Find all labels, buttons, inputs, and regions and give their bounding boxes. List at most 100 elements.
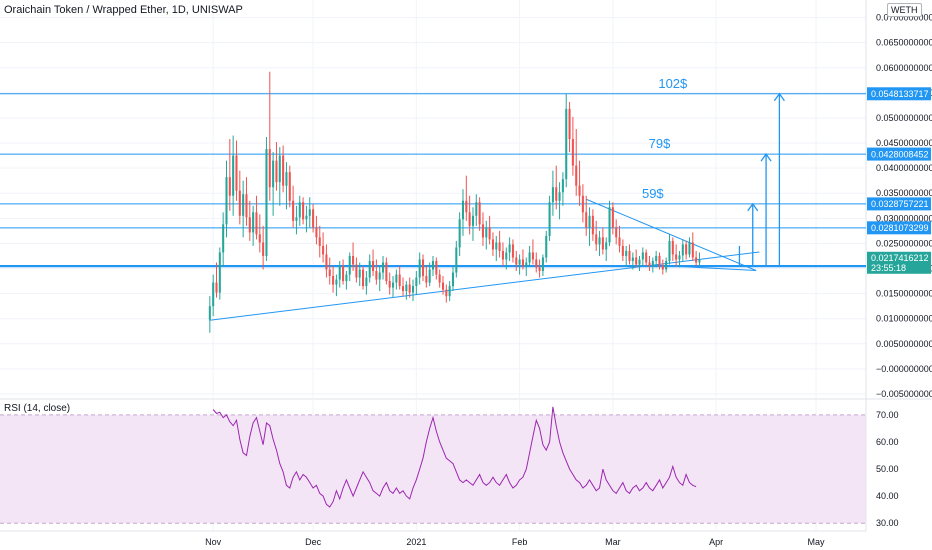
candle-body — [498, 242, 501, 251]
candle-body — [365, 277, 368, 287]
level-price-label-bg — [867, 87, 931, 101]
candle-body — [515, 257, 518, 265]
candle-body — [668, 240, 671, 261]
price-tick-label: 0.0150000000 — [876, 289, 932, 299]
candle-body — [398, 274, 401, 287]
candle-body — [212, 282, 215, 307]
candle-body — [475, 202, 478, 216]
candle-body — [541, 257, 544, 272]
candle-body — [488, 227, 491, 240]
candle-body — [528, 252, 531, 263]
candle-body — [322, 245, 325, 255]
candle-body — [685, 244, 688, 255]
candle-body — [615, 227, 618, 238]
candle-body — [258, 234, 261, 243]
price-tick-label: 0.0400000000 — [876, 163, 932, 173]
candle-body — [595, 234, 598, 245]
candle-body — [275, 160, 278, 183]
candle-body — [531, 252, 534, 260]
candle-body — [578, 185, 581, 196]
candle-body — [588, 215, 591, 228]
time-tick-label: May — [808, 537, 826, 547]
candle-body — [378, 272, 381, 280]
candle-body — [495, 242, 498, 250]
price-tick-label: 0.0450000000 — [876, 138, 932, 148]
candle-body — [591, 215, 594, 235]
candle-body — [688, 242, 691, 255]
candle-body — [401, 286, 405, 292]
price-tick-label: −0.0050000000 — [876, 389, 932, 399]
candle-body — [458, 219, 461, 248]
candle-body — [368, 260, 371, 278]
candle-body — [425, 276, 428, 283]
time-tick-label: Apr — [709, 537, 723, 547]
trendline — [209, 251, 760, 321]
candle-body — [621, 245, 624, 256]
candle-body — [388, 281, 391, 288]
candle-body — [631, 257, 634, 261]
candle-body — [478, 202, 481, 225]
candle-body — [551, 187, 554, 203]
candle-body — [268, 149, 271, 188]
candle-body — [225, 177, 228, 225]
candle-body — [445, 289, 448, 297]
current-price-label: 0.0217416212 — [871, 253, 929, 263]
candle-body — [415, 277, 418, 287]
price-tick-label: 0.0600000000 — [876, 63, 932, 73]
candle-body — [561, 179, 564, 193]
candle-body — [312, 209, 315, 228]
candle-body — [465, 200, 468, 213]
trendline — [669, 265, 757, 272]
candle-body — [428, 269, 431, 283]
candle-body — [518, 259, 521, 265]
level-price-label-bg — [867, 147, 931, 161]
candle-body — [348, 255, 351, 275]
candle-body — [505, 252, 508, 260]
candle-body — [242, 194, 245, 216]
countdown-label: 23:55:18 — [871, 263, 906, 273]
candle-body — [671, 240, 674, 255]
candle-body — [565, 108, 568, 180]
candle-body — [545, 235, 548, 258]
level-price-label-bg — [867, 197, 931, 211]
rsi-tick-label: 70.00 — [876, 410, 899, 420]
quote-currency-badge[interactable]: WETH — [887, 3, 922, 17]
candle-body — [352, 255, 355, 265]
candle-body — [625, 250, 628, 256]
level-price-label: 0.0328757221 — [871, 199, 929, 209]
candle-body — [338, 266, 341, 280]
candle-body — [342, 266, 345, 282]
candle-body — [292, 200, 295, 221]
candle-body — [325, 254, 328, 270]
candle-body — [651, 260, 654, 267]
price-tick-label: 0.0300000000 — [876, 213, 932, 223]
candle-body — [245, 194, 248, 218]
candle-body — [585, 212, 588, 228]
candle-body — [262, 242, 265, 256]
candle-body — [641, 252, 644, 260]
candle-body — [665, 260, 668, 270]
candle-body — [265, 149, 268, 256]
candle-body — [628, 250, 631, 261]
candle-body — [278, 155, 281, 183]
candle-body — [228, 177, 231, 196]
candle-body — [618, 237, 621, 246]
candle-body — [555, 187, 558, 201]
rsi-title: RSI (14, close) — [4, 403, 71, 414]
candle-body — [601, 237, 604, 250]
candle-body — [468, 212, 471, 226]
candle-body — [315, 227, 318, 238]
time-tick-label: Mar — [605, 537, 621, 547]
candle-body — [248, 217, 251, 233]
target-arrow-head — [760, 152, 772, 162]
candle-body — [391, 282, 395, 288]
candle-body — [451, 272, 455, 287]
candle-body — [282, 155, 285, 186]
candle-body — [698, 259, 701, 263]
trendline — [586, 198, 757, 271]
candle-body — [232, 155, 235, 196]
price-tick-label: 0.0100000000 — [876, 314, 932, 324]
time-tick-label: Dec — [305, 537, 322, 547]
